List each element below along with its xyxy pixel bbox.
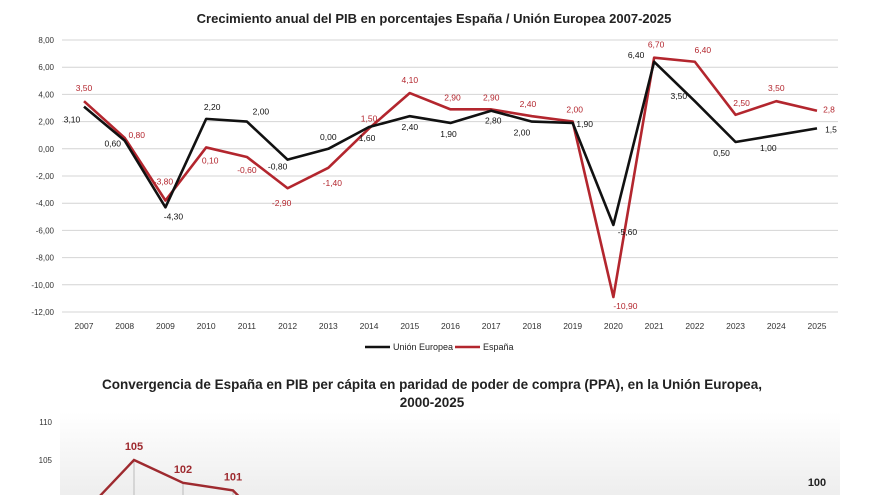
data-label-spain: 0,80: [128, 130, 145, 140]
data-label-eu: 1,60: [359, 133, 376, 143]
data-label-eu: 3,10: [64, 115, 81, 125]
legend-label-eu: Unión Europea: [393, 342, 453, 352]
x-tick-label: 2008: [115, 321, 134, 331]
series-line-eu: [83, 60, 818, 227]
data-label-eu: -5,60: [618, 227, 638, 237]
data-label-spain: 2,90: [444, 92, 461, 102]
y-tick-label: -12,00: [31, 308, 54, 317]
data-label-eu: 2,80: [485, 116, 502, 126]
x-tick-label: 2019: [563, 321, 582, 331]
x-tick-label: 2015: [400, 321, 419, 331]
series-line-spain-convergence: [99, 458, 240, 495]
data-label-spain: -10,90: [613, 301, 637, 311]
data-label-spain: 6,40: [695, 45, 712, 55]
data-label-eu: 1,90: [576, 119, 593, 129]
chart-title: Crecimiento anual del PIB en porcentajes…: [197, 11, 672, 26]
data-label-eu: 3,50: [671, 91, 688, 101]
x-tick-label: 2009: [156, 321, 175, 331]
x-tick-label: 2018: [522, 321, 541, 331]
plot-background-2: [60, 412, 840, 495]
data-label-eu: 2,40: [402, 122, 419, 132]
y-tick-label: 6,00: [38, 63, 54, 72]
x-tick-label: 2022: [685, 321, 704, 331]
data-label-spain: 3,50: [768, 83, 785, 93]
x-tick-label: 2021: [645, 321, 664, 331]
data-label-eu: 1,90: [440, 129, 457, 139]
y-tick-label: -10,00: [31, 281, 54, 290]
y-tick-label: -8,00: [36, 254, 55, 263]
data-label-eu: 2,00: [253, 107, 270, 117]
data-label-eu: -4,30: [164, 211, 184, 221]
y-tick-label: 0,00: [38, 145, 54, 154]
x-tick-label: 2012: [278, 321, 297, 331]
data-label-convergence: 105: [125, 441, 143, 453]
reference-label: 100: [808, 477, 826, 489]
data-label-eu: 2,20: [204, 102, 221, 112]
x-tick-label: 2011: [238, 321, 257, 331]
x-tick-label: 2023: [726, 321, 745, 331]
legend-label-spain: España: [483, 342, 514, 352]
legend: Unión Europea España: [365, 342, 514, 352]
data-label-eu: 1,00: [760, 143, 777, 153]
x-tick-label: 2010: [197, 321, 216, 331]
data-label-spain: 2,00: [566, 105, 583, 115]
data-label-spain: 6,70: [648, 40, 665, 50]
data-label-eu: 0,00: [320, 132, 337, 142]
data-label-spain: 3,50: [76, 83, 93, 93]
data-label-spain: 1,50: [361, 113, 378, 123]
data-label-spain: 2,40: [520, 99, 537, 109]
y-tick-label: 4,00: [38, 90, 54, 99]
data-label-spain: -0,60: [237, 165, 257, 175]
y-tick-label: 8,00: [38, 36, 54, 45]
data-label-spain: -1,40: [323, 178, 343, 188]
data-label-spain: 2,90: [483, 92, 500, 102]
chart-title-2: Convergencia de España en PIB per cápita…: [102, 377, 762, 392]
x-tick-label: 2017: [482, 321, 501, 331]
y-tick-label: -6,00: [36, 226, 55, 235]
y-tick-label-2: 110: [39, 418, 52, 427]
data-label-convergence: 102: [174, 464, 192, 476]
chart-title-2-line2: 2000-2025: [400, 395, 465, 410]
data-label-eu: 6,40: [628, 50, 645, 60]
x-tick-label: 2007: [75, 321, 94, 331]
y-tick-label: -2,00: [36, 172, 55, 181]
data-label-eu: 0,50: [713, 148, 730, 158]
data-label-spain: 2,50: [733, 98, 750, 108]
x-tick-label: 2016: [441, 321, 460, 331]
x-tick-label: 2013: [319, 321, 338, 331]
data-label-eu: 0,60: [104, 139, 121, 149]
data-label-spain: 0,10: [202, 155, 219, 165]
x-tick-label: 2020: [604, 321, 623, 331]
data-label-spain: 4,10: [402, 75, 419, 85]
series-line-spain: [83, 56, 818, 299]
y-tick-label-2: 105: [39, 456, 53, 465]
x-tick-label: 2014: [360, 321, 379, 331]
x-tick-label: 2024: [767, 321, 786, 331]
data-label-convergence: 101: [224, 471, 242, 483]
y-tick-label: -4,00: [36, 199, 55, 208]
data-label-spain: -2,90: [272, 198, 292, 208]
data-label-spain: -3,80: [154, 176, 174, 186]
x-tick-label: 2025: [808, 321, 827, 331]
data-label-eu: 1,5: [825, 124, 837, 134]
data-label-eu: 2,00: [514, 128, 531, 138]
y-tick-label: 2,00: [38, 118, 54, 127]
data-label-spain: 2,8: [823, 105, 835, 115]
data-label-eu: -0,80: [268, 162, 288, 172]
